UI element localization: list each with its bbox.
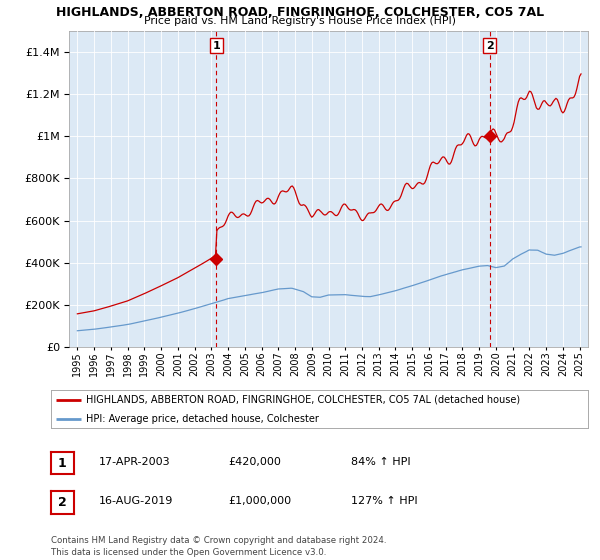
Text: 1: 1 [212, 40, 220, 50]
Text: HIGHLANDS, ABBERTON ROAD, FINGRINGHOE, COLCHESTER, CO5 7AL (detached house): HIGHLANDS, ABBERTON ROAD, FINGRINGHOE, C… [86, 395, 520, 405]
Text: HPI: Average price, detached house, Colchester: HPI: Average price, detached house, Colc… [86, 414, 319, 424]
Text: 1: 1 [58, 456, 67, 470]
Text: 17-APR-2003: 17-APR-2003 [99, 457, 170, 467]
Text: Price paid vs. HM Land Registry's House Price Index (HPI): Price paid vs. HM Land Registry's House … [144, 16, 456, 26]
Text: Contains HM Land Registry data © Crown copyright and database right 2024.
This d: Contains HM Land Registry data © Crown c… [51, 536, 386, 557]
Text: £1,000,000: £1,000,000 [228, 496, 291, 506]
Text: 84% ↑ HPI: 84% ↑ HPI [351, 457, 410, 467]
Text: 16-AUG-2019: 16-AUG-2019 [99, 496, 173, 506]
Text: 2: 2 [485, 40, 493, 50]
Text: £420,000: £420,000 [228, 457, 281, 467]
Text: 2: 2 [58, 496, 67, 509]
Text: HIGHLANDS, ABBERTON ROAD, FINGRINGHOE, COLCHESTER, CO5 7AL: HIGHLANDS, ABBERTON ROAD, FINGRINGHOE, C… [56, 6, 544, 18]
Text: 127% ↑ HPI: 127% ↑ HPI [351, 496, 418, 506]
